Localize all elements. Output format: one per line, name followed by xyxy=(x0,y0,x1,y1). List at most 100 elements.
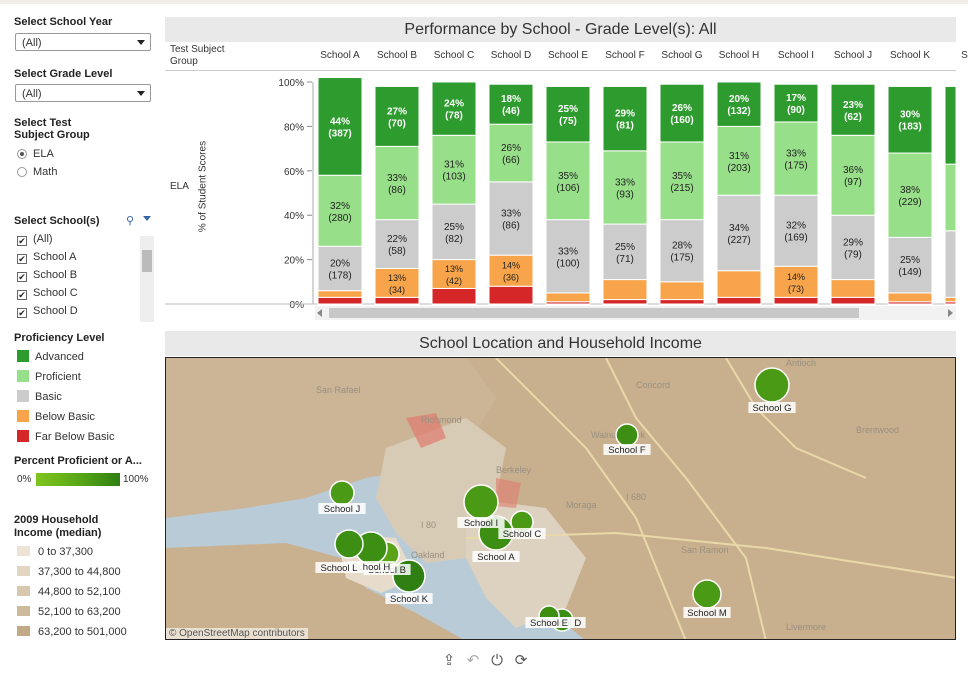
bar-segment[interactable] xyxy=(830,214,876,281)
scroll-left-icon[interactable] xyxy=(317,309,322,317)
bar-segment[interactable] xyxy=(431,203,477,261)
bar-segment[interactable] xyxy=(431,259,477,289)
proficiency-legend-item[interactable]: Advanced xyxy=(17,349,84,365)
data-label: 26% xyxy=(672,103,692,114)
bar-segment[interactable] xyxy=(602,223,648,281)
refresh-icon[interactable]: ⟳ xyxy=(514,652,528,669)
data-label: 17% xyxy=(786,93,806,104)
revert-icon[interactable]: ⏻ xyxy=(491,652,503,669)
school-map[interactable]: San Rafael Richmond Berkeley Concord Antioch… xyxy=(165,357,956,640)
bar-segment[interactable] xyxy=(887,236,933,294)
school-marker[interactable] xyxy=(463,484,499,520)
school-marker[interactable] xyxy=(754,367,790,403)
bar-segment[interactable] xyxy=(830,296,876,305)
top-border xyxy=(0,0,968,4)
scroll-thumb[interactable] xyxy=(329,308,859,318)
bar-segment[interactable] xyxy=(716,81,762,127)
bar-segment[interactable] xyxy=(488,285,534,305)
grade-level-dropdown[interactable]: (All) xyxy=(15,84,151,102)
share-icon[interactable]: ⇪ xyxy=(442,652,456,669)
bar-segment[interactable] xyxy=(431,134,477,205)
bar-segment[interactable] xyxy=(317,296,363,305)
proficiency-legend-item[interactable]: Below Basic xyxy=(17,409,95,425)
bar-segment[interactable] xyxy=(944,230,956,298)
school-checkbox-d[interactable]: ✔ School D xyxy=(17,303,78,319)
map-svg[interactable]: San Rafael Richmond Berkeley Concord Antioch… xyxy=(166,358,956,640)
bar-segment[interactable] xyxy=(488,123,534,183)
bar-segment[interactable] xyxy=(545,85,591,143)
income-legend-item[interactable]: 37,300 to 44,800 xyxy=(17,564,121,580)
income-legend-item[interactable]: 63,200 to 501,000 xyxy=(17,624,127,640)
bar-segment[interactable] xyxy=(374,267,420,298)
proficiency-legend-item[interactable]: Far Below Basic xyxy=(17,429,114,445)
bar-segment[interactable] xyxy=(602,279,648,301)
bar-segment[interactable] xyxy=(716,194,762,272)
bar-segment[interactable] xyxy=(317,77,363,176)
income-legend-item[interactable]: 44,800 to 52,100 xyxy=(17,584,121,600)
bar-segment[interactable] xyxy=(488,83,534,125)
dropdown-arrow-icon[interactable] xyxy=(143,216,151,221)
bar-segment[interactable] xyxy=(374,145,420,221)
data-label: 32% xyxy=(786,221,806,232)
bar-segment[interactable] xyxy=(545,219,591,294)
bar-segment[interactable] xyxy=(659,83,705,143)
bar-segment[interactable] xyxy=(887,85,933,154)
bar-segment[interactable] xyxy=(944,85,956,165)
bar-segment[interactable] xyxy=(374,219,420,269)
bar-segment[interactable] xyxy=(773,83,819,123)
school-checkbox-c[interactable]: ✔ School C xyxy=(17,285,78,301)
bar-segment[interactable] xyxy=(773,296,819,305)
radio-math[interactable]: Math xyxy=(17,164,57,180)
bar-segment[interactable] xyxy=(602,85,648,152)
bar-segment[interactable] xyxy=(659,299,705,305)
bar-segment[interactable] xyxy=(545,292,591,303)
bar-segment[interactable] xyxy=(659,141,705,221)
school-year-dropdown[interactable]: (All) xyxy=(15,33,151,51)
bar-segment[interactable] xyxy=(887,152,933,238)
bar-segment[interactable] xyxy=(317,245,363,292)
bar-segment[interactable] xyxy=(830,83,876,136)
undo-icon[interactable]: ↶ xyxy=(466,652,480,669)
checkbox-icon: ✔ xyxy=(17,290,27,300)
radio-ela[interactable]: ELA xyxy=(17,146,54,162)
bar-segment[interactable] xyxy=(887,292,933,303)
bar-segment[interactable] xyxy=(431,81,477,136)
schools-scrollbar[interactable] xyxy=(140,236,154,322)
scroll-thumb[interactable] xyxy=(142,250,152,272)
bar-segment[interactable] xyxy=(374,85,420,147)
bar-segment[interactable] xyxy=(830,279,876,298)
bar-segment[interactable] xyxy=(488,181,534,256)
column-header: School F xyxy=(605,50,645,61)
school-checkbox-all[interactable]: ✔ (All) xyxy=(17,231,53,247)
school-marker[interactable] xyxy=(692,579,722,609)
bar-segment[interactable] xyxy=(716,125,762,196)
bar-segment[interactable] xyxy=(431,287,477,305)
school-marker[interactable] xyxy=(615,423,639,447)
horizontal-scrollbar[interactable] xyxy=(315,306,956,320)
bar-segment[interactable] xyxy=(716,296,762,305)
schools-label: Select School(s) xyxy=(14,215,100,227)
data-label: (62) xyxy=(844,112,862,123)
income-legend-item[interactable]: 0 to 37,300 xyxy=(17,544,93,560)
proficiency-legend-item[interactable]: Proficient xyxy=(17,369,81,385)
bar-segment[interactable] xyxy=(602,299,648,305)
bar-segment[interactable] xyxy=(944,163,956,232)
proficiency-legend-item[interactable]: Basic xyxy=(17,389,62,405)
bar-segment[interactable] xyxy=(317,290,363,298)
bar-segment[interactable] xyxy=(716,270,762,298)
bar-segment[interactable] xyxy=(488,254,534,287)
bar-segment[interactable] xyxy=(317,174,363,247)
bar-segment[interactable] xyxy=(659,219,705,283)
school-checkbox-b[interactable]: ✔ School B xyxy=(17,267,77,283)
bar-segment[interactable] xyxy=(830,134,876,216)
bar-segment[interactable] xyxy=(944,296,956,303)
school-marker[interactable] xyxy=(334,529,364,559)
bar-segment[interactable] xyxy=(659,281,705,301)
search-icon[interactable]: ⚲ xyxy=(126,215,135,227)
bar-segment[interactable] xyxy=(545,141,591,221)
scroll-right-icon[interactable] xyxy=(948,309,953,317)
school-checkbox-a[interactable]: ✔ School A xyxy=(17,249,76,265)
school-marker[interactable] xyxy=(329,480,355,506)
income-legend-item[interactable]: 52,100 to 63,200 xyxy=(17,604,121,620)
bar-segment[interactable] xyxy=(374,296,420,305)
